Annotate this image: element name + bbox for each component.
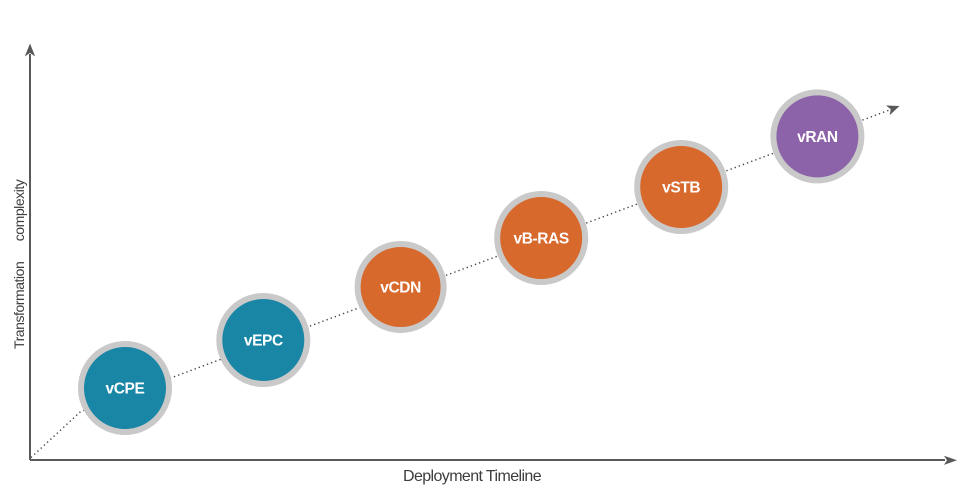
svg-text:Transformationcomplexity: Transformationcomplexity [11, 179, 27, 349]
svg-text:Deployment Timeline: Deployment Timeline [403, 468, 542, 485]
svg-text:vB-RAS: vB-RAS [514, 231, 569, 248]
svg-text:vCDN: vCDN [380, 280, 421, 297]
svg-text:vRAN: vRAN [797, 129, 838, 146]
svg-text:vEPC: vEPC [244, 333, 283, 350]
svg-text:vSTB: vSTB [662, 180, 700, 197]
svg-text:vCPE: vCPE [106, 381, 145, 398]
